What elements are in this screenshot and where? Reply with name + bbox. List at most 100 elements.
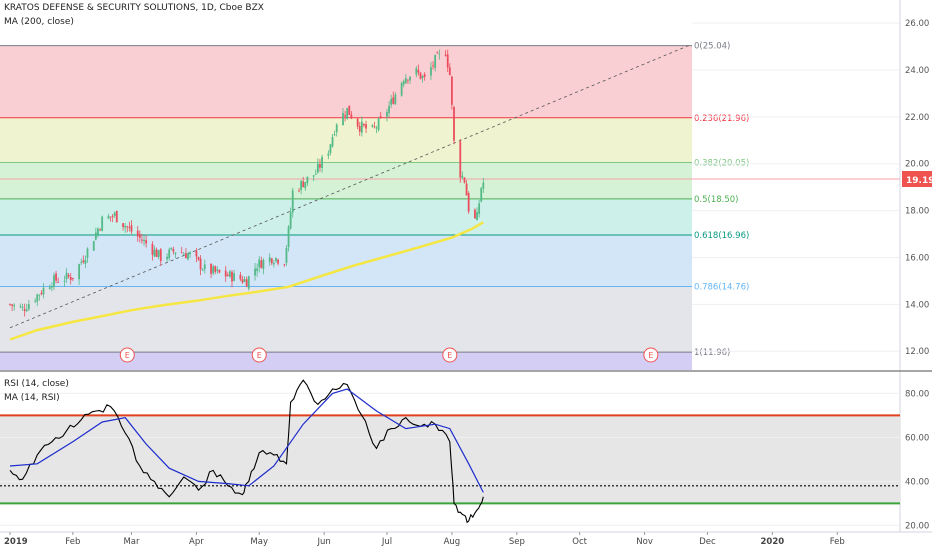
candle-body[interactable]	[333, 134, 336, 136]
candle-body[interactable]	[379, 116, 382, 118]
candle-body[interactable]	[224, 270, 227, 277]
candle-body[interactable]	[304, 182, 307, 189]
candle-body[interactable]	[306, 176, 309, 183]
candle-body[interactable]	[419, 72, 422, 79]
candle-body[interactable]	[97, 228, 99, 235]
candle-body[interactable]	[48, 287, 51, 290]
candle-body[interactable]	[348, 105, 351, 115]
candle-body[interactable]	[400, 82, 403, 96]
candle-body[interactable]	[444, 54, 447, 56]
candle-body[interactable]	[402, 81, 405, 85]
candle-body[interactable]	[69, 277, 72, 281]
rsi-line[interactable]	[9, 379, 484, 524]
candle-body[interactable]	[155, 249, 158, 257]
candle-body[interactable]	[94, 232, 97, 240]
candle-body[interactable]	[42, 287, 45, 295]
candle-body[interactable]	[448, 67, 451, 75]
candle-body[interactable]	[321, 157, 323, 169]
candle-body[interactable]	[78, 264, 81, 280]
candle-body[interactable]	[388, 105, 390, 114]
candle-body[interactable]	[302, 181, 305, 188]
candle-body[interactable]	[262, 259, 265, 269]
candle-body[interactable]	[327, 153, 330, 156]
candle-body[interactable]	[67, 274, 70, 277]
candle-body[interactable]	[243, 279, 246, 282]
candle-body[interactable]	[256, 268, 259, 271]
candle-body[interactable]	[109, 216, 112, 218]
candle-body[interactable]	[239, 274, 242, 280]
candle-body[interactable]	[212, 266, 215, 274]
candle-body[interactable]	[145, 240, 148, 244]
candle-body[interactable]	[92, 241, 95, 251]
candle-body[interactable]	[189, 252, 192, 255]
candle-body[interactable]	[172, 249, 175, 252]
candle-body[interactable]	[335, 124, 338, 133]
candle-body[interactable]	[27, 303, 30, 310]
candle-body[interactable]	[314, 173, 317, 175]
candle-body[interactable]	[459, 141, 462, 178]
candle-body[interactable]	[159, 249, 162, 262]
earnings-marker[interactable]	[119, 347, 135, 363]
candle-body[interactable]	[166, 256, 168, 260]
rsi-ma-line[interactable]	[9, 388, 484, 493]
candle-body[interactable]	[25, 309, 28, 312]
candle-body[interactable]	[272, 263, 275, 265]
candle-body[interactable]	[124, 226, 127, 228]
candle-body[interactable]	[199, 258, 202, 270]
candle-body[interactable]	[360, 121, 363, 133]
candle-body[interactable]	[80, 262, 83, 263]
candle-body[interactable]	[241, 279, 244, 283]
candle-body[interactable]	[356, 118, 359, 127]
candle-body[interactable]	[216, 269, 219, 271]
candle-body[interactable]	[247, 276, 250, 289]
candle-body[interactable]	[289, 212, 292, 229]
candle-body[interactable]	[415, 68, 418, 75]
candle-body[interactable]	[377, 118, 380, 130]
candle-body[interactable]	[482, 182, 485, 189]
candle-body[interactable]	[168, 249, 171, 259]
candle-body[interactable]	[346, 107, 349, 119]
candle-body[interactable]	[122, 223, 124, 227]
candle-body[interactable]	[55, 273, 57, 281]
fibonacci-retracement[interactable]: 0(25.04)0.236(21.96)0.382(20.05)0.5(18.5…	[0, 42, 749, 370]
candle-body[interactable]	[451, 76, 453, 105]
candle-body[interactable]	[11, 304, 13, 306]
ma-200-line[interactable]	[9, 221, 484, 341]
candle-body[interactable]	[392, 97, 395, 104]
candle-body[interactable]	[430, 67, 432, 76]
earnings-marker[interactable]	[251, 347, 267, 363]
candle-body[interactable]	[19, 306, 22, 308]
candle-body[interactable]	[463, 177, 466, 183]
candle-body[interactable]	[9, 304, 11, 305]
candle-body[interactable]	[185, 253, 187, 259]
candle-body[interactable]	[434, 54, 437, 68]
candle-body[interactable]	[233, 273, 235, 281]
candle-body[interactable]	[138, 234, 141, 238]
candle-body[interactable]	[350, 114, 353, 119]
candle-body[interactable]	[432, 65, 434, 67]
candle-body[interactable]	[461, 175, 464, 178]
rsi-pane[interactable]	[0, 370, 932, 526]
candle-body[interactable]	[187, 254, 189, 260]
candle-body[interactable]	[107, 216, 110, 219]
candle-body[interactable]	[291, 190, 294, 213]
candle-body[interactable]	[409, 76, 411, 81]
candle-body[interactable]	[287, 227, 290, 248]
candle-body[interactable]	[71, 277, 74, 279]
candle-body[interactable]	[101, 216, 104, 232]
candle-body[interactable]	[143, 239, 145, 242]
candle-body[interactable]	[390, 98, 393, 105]
candle-body[interactable]	[417, 69, 420, 73]
candle-body[interactable]	[84, 259, 87, 264]
candle-body[interactable]	[270, 258, 273, 264]
candle-body[interactable]	[195, 250, 198, 257]
candle-body[interactable]	[436, 52, 439, 54]
candle-body[interactable]	[126, 226, 129, 228]
candle-body[interactable]	[268, 257, 271, 262]
candle-body[interactable]	[319, 164, 321, 168]
candle-body[interactable]	[312, 175, 315, 177]
candle-body[interactable]	[258, 259, 261, 268]
candle-body[interactable]	[113, 212, 116, 216]
candle-body[interactable]	[480, 187, 483, 202]
